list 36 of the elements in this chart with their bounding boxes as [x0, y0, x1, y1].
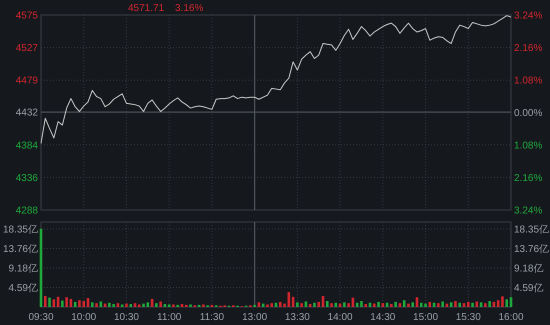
- y2-tick-label: 0.00%: [514, 108, 542, 119]
- y2-tick-label: 4.59亿: [514, 282, 544, 294]
- y-tick-label: 4.59亿: [8, 282, 38, 294]
- x-tick-label: 14:30: [370, 312, 396, 323]
- y-tick-label: 18.35亿: [2, 224, 38, 236]
- x-tick-label: 16:00: [498, 312, 524, 323]
- chart-subtitle: 3.16%: [175, 3, 204, 14]
- y2-tick-label: 2.16%: [514, 43, 542, 54]
- y2-tick-label: 1.08%: [514, 140, 542, 152]
- y2-tick-label: 13.76亿: [514, 244, 550, 256]
- y-tick-label: 4384: [16, 140, 38, 152]
- y2-tick-label: 2.16%: [514, 173, 542, 184]
- y2-tick-label: 1.08%: [514, 76, 542, 86]
- x-tick-label: 13:30: [284, 312, 310, 323]
- x-tick-label: 09:30: [28, 312, 54, 323]
- y2-tick-label: 3.24%: [514, 10, 542, 22]
- y-tick-label: 13.76亿: [2, 244, 38, 256]
- x-tick-label: 13:00: [242, 312, 268, 323]
- y-tick-label: 4527: [16, 43, 38, 54]
- y-tick-label: 4336: [16, 172, 38, 184]
- y2-tick-label: 18.35亿: [514, 224, 550, 236]
- y-tick-label: 4575: [16, 10, 38, 22]
- y-tick-label: 4432: [16, 108, 38, 119]
- x-tick-label: 14:00: [328, 312, 354, 323]
- chart-title: 4571.71: [128, 3, 165, 14]
- y2-tick-label: 3.24%: [514, 206, 542, 216]
- x-tick-label: 10:30: [114, 312, 140, 323]
- x-tick-label: 11:00: [157, 312, 182, 323]
- y-tick-label: 4479: [16, 76, 38, 87]
- x-tick-label: 11:30: [200, 312, 224, 323]
- x-tick-label: 15:00: [413, 312, 438, 323]
- y-tick-label: 4288: [16, 206, 38, 216]
- y2-tick-label: 9.18亿: [514, 263, 544, 274]
- y-tick-label: 9.18亿: [8, 263, 38, 274]
- x-tick-label: 10:00: [71, 312, 97, 323]
- x-tick-label: 15:30: [456, 312, 482, 323]
